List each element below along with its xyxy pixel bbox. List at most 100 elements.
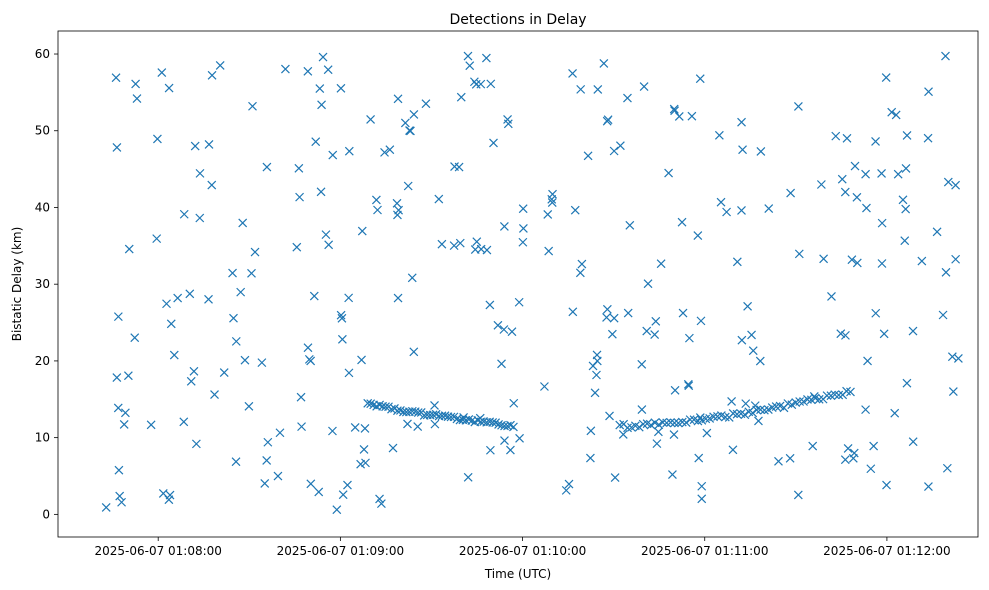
data-point-marker (678, 308, 688, 318)
data-point-marker (785, 453, 795, 463)
data-point-marker (877, 259, 887, 268)
data-point-marker (493, 320, 503, 330)
data-point-marker (848, 453, 858, 463)
data-point-marker (323, 65, 333, 75)
data-point-marker (592, 356, 602, 366)
data-point-marker (228, 268, 237, 278)
data-point-marker (752, 405, 762, 415)
data-point-marker (727, 397, 737, 406)
data-point-marker (843, 444, 853, 453)
data-point-marker (607, 329, 617, 339)
data-point-marker (668, 470, 677, 480)
data-point-marker (637, 405, 647, 415)
data-point-marker (609, 146, 619, 156)
x-axis-label: Time (UTC) (484, 567, 551, 581)
data-point-marker (720, 412, 730, 422)
data-point-marker (472, 237, 482, 247)
data-point-marker (677, 417, 687, 427)
data-point-marker (623, 308, 633, 318)
data-point-marker (204, 139, 214, 149)
data-point-marker (901, 163, 911, 173)
data-point-marker (561, 485, 571, 495)
data-point-marker (430, 419, 440, 429)
data-point-marker (158, 488, 168, 498)
data-point-marker (887, 107, 897, 117)
x-tick-label: 2025-06-07 01:10:00 (459, 544, 586, 558)
data-point-marker (114, 465, 124, 475)
data-point-marker (231, 336, 241, 346)
data-point-marker (592, 370, 601, 380)
data-point-marker (446, 412, 456, 422)
data-point-marker (866, 464, 876, 474)
data-point-marker (185, 289, 195, 299)
data-point-marker (324, 240, 334, 250)
data-point-marker (518, 224, 528, 233)
data-point-marker (152, 234, 162, 244)
data-point-marker (306, 479, 316, 489)
data-point-marker (951, 180, 961, 190)
data-point-marker (204, 294, 213, 304)
plot-frame (57, 30, 979, 538)
data-point-marker (366, 114, 376, 124)
data-point-marker (393, 94, 403, 104)
data-point-marker (162, 299, 171, 309)
data-point-marker (590, 388, 600, 398)
data-point-marker (350, 423, 360, 432)
data-point-marker (164, 83, 174, 93)
data-point-marker (318, 52, 328, 62)
data-point-marker (953, 354, 963, 363)
data-point-marker (112, 143, 122, 152)
data-point-marker (834, 390, 844, 400)
data-point-marker (344, 368, 354, 378)
data-point-marker (869, 441, 879, 451)
data-point-marker (219, 368, 229, 378)
data-point-marker (576, 84, 586, 94)
data-point-marker (683, 379, 693, 389)
data-point-marker (132, 94, 142, 103)
data-point-marker (764, 204, 774, 213)
data-point-marker (400, 118, 410, 128)
data-point-marker (852, 192, 862, 202)
data-point-marker (238, 218, 248, 228)
data-point-marker (506, 445, 515, 455)
data-point-marker (179, 209, 189, 219)
data-point-marker (670, 106, 680, 116)
data-point-marker (882, 480, 891, 490)
data-point-marker (473, 415, 483, 425)
data-point-marker (247, 268, 256, 278)
data-point-marker (871, 308, 881, 318)
data-point-marker (803, 395, 812, 404)
data-point-marker (260, 479, 270, 488)
y-tick-label: 10 (35, 431, 50, 445)
data-point-marker (344, 293, 354, 303)
data-point-marker (771, 402, 781, 411)
data-point-marker (610, 473, 620, 482)
data-point-marker (117, 497, 127, 507)
data-point-marker (605, 411, 614, 421)
data-point-marker (669, 430, 679, 439)
data-point-marker (568, 68, 577, 78)
y-axis-label: Bistatic Delay (km) (10, 227, 24, 342)
data-point-marker (593, 84, 603, 94)
data-point-marker (642, 326, 652, 336)
data-point-marker (275, 428, 285, 438)
data-point-marker (403, 181, 413, 191)
data-point-marker (236, 287, 246, 297)
data-point-marker (244, 401, 254, 411)
data-point-marker (409, 110, 419, 119)
data-point-marker (409, 347, 419, 357)
data-point-marker (890, 408, 900, 418)
x-tick-label: 2025-06-07 01:12:00 (823, 544, 950, 558)
data-point-marker (123, 371, 133, 381)
data-point-marker (908, 437, 918, 447)
data-point-marker (421, 99, 431, 109)
data-point-marker (702, 428, 712, 438)
data-point-marker (696, 316, 706, 326)
data-point-marker (861, 169, 871, 179)
data-point-marker (677, 217, 687, 227)
data-point-marker (296, 392, 306, 402)
data-point-marker (618, 429, 628, 439)
data-point-marker (406, 126, 415, 136)
data-point-marker (871, 137, 880, 146)
data-point-marker (684, 381, 694, 391)
